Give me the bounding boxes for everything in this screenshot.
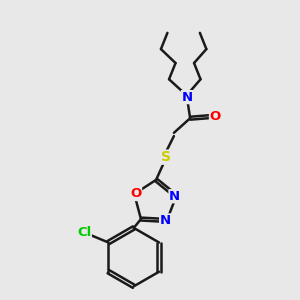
Text: Cl: Cl xyxy=(77,226,91,239)
Text: N: N xyxy=(181,91,193,103)
Text: N: N xyxy=(160,214,171,227)
Text: O: O xyxy=(209,110,221,123)
Text: O: O xyxy=(130,188,142,200)
Text: N: N xyxy=(169,190,180,203)
Text: S: S xyxy=(161,150,171,164)
